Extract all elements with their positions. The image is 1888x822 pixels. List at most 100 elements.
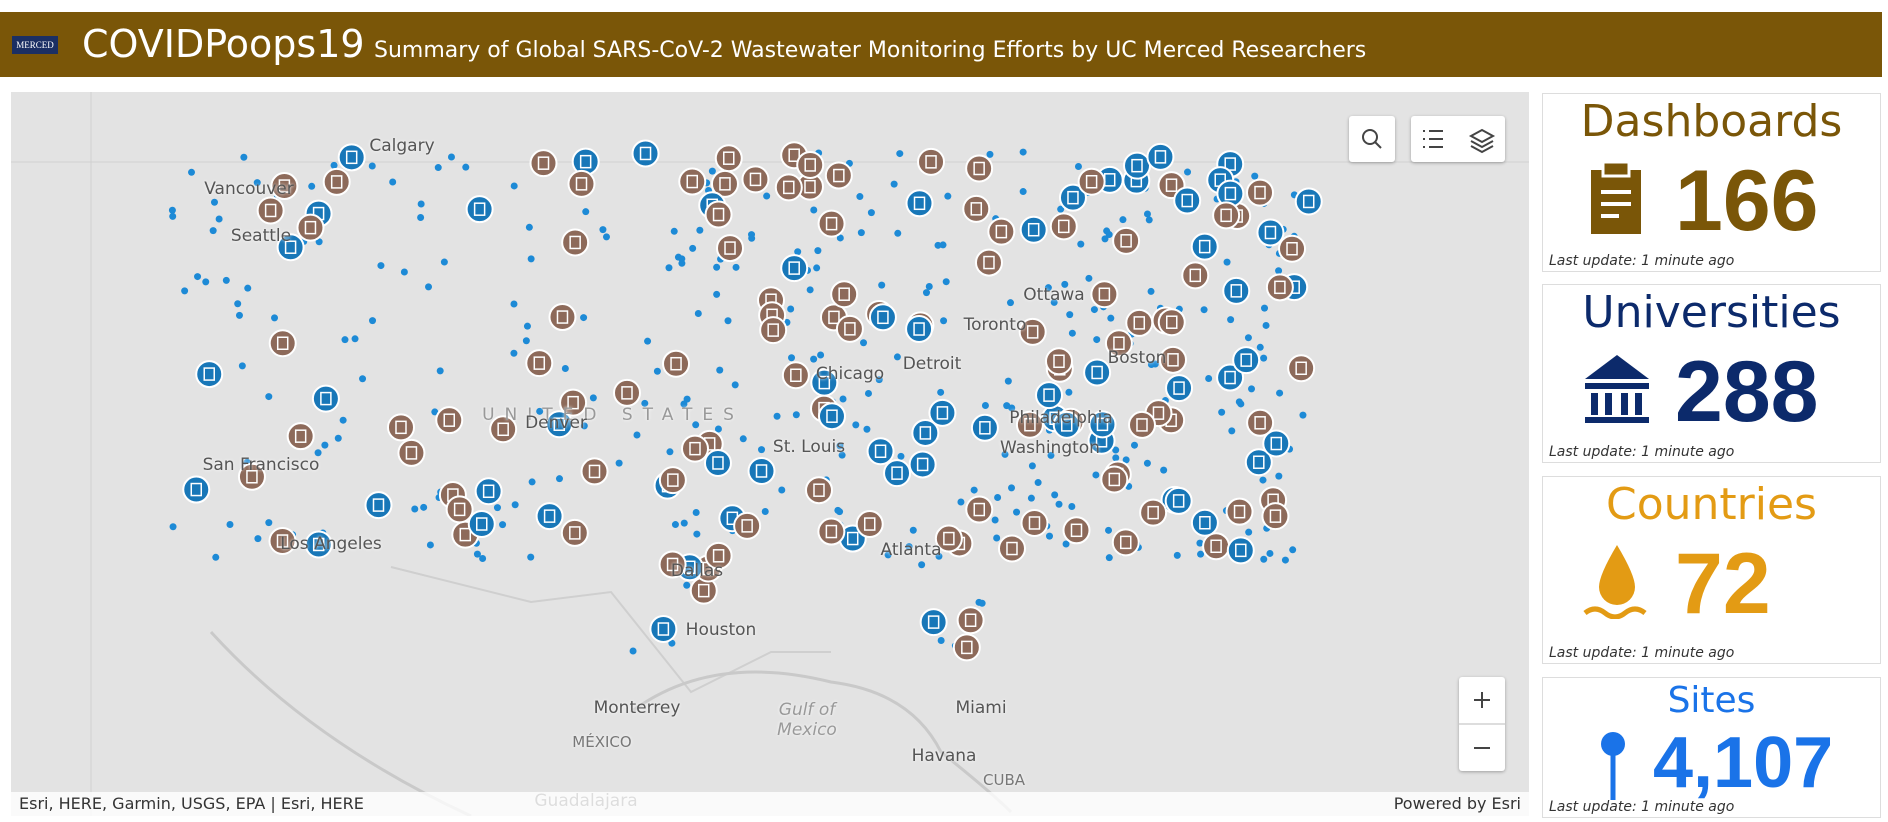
marker-icon	[569, 526, 581, 540]
site-dot	[1028, 462, 1036, 470]
marker-icon	[749, 172, 762, 187]
marker-icon	[453, 502, 466, 517]
site-dot	[523, 322, 531, 330]
university-marker	[1088, 410, 1117, 439]
site-dot	[440, 258, 448, 266]
site-dot	[1228, 427, 1236, 435]
site-dot	[527, 553, 535, 561]
site-dot	[836, 442, 844, 450]
map[interactable]: Calgary Vancouver Seattle UNITED STATES Denv…	[11, 92, 1529, 816]
site-dot	[810, 206, 818, 214]
site-dot	[986, 150, 994, 158]
site-dot	[1173, 551, 1181, 559]
attribution-bar: Esri, HERE, Garmin, USGS, EPA | Esri, HE…	[11, 792, 1529, 816]
site-dot	[434, 164, 442, 172]
dashboard-marker	[1225, 497, 1254, 526]
marker-icon	[1189, 268, 1202, 283]
dashboard-marker	[965, 495, 994, 524]
marker-icon	[838, 287, 850, 301]
map-label: Toronto	[963, 315, 1027, 335]
site-dot	[939, 241, 947, 249]
university-marker	[703, 448, 732, 477]
site-dot	[1105, 526, 1113, 534]
site-dot	[1085, 274, 1093, 282]
dashboard-marker	[1212, 201, 1241, 230]
marker-icon	[913, 196, 926, 211]
marker-icon	[927, 615, 940, 629]
map-label: San Francisco	[202, 455, 320, 475]
site-dot	[778, 486, 786, 494]
site-dot	[653, 367, 661, 375]
site-dot	[878, 281, 886, 289]
marker-icon	[1230, 284, 1243, 298]
dashboard-marker	[704, 200, 733, 229]
dashboard-marker	[658, 550, 687, 579]
marker-icon	[723, 151, 735, 165]
marker-icon	[567, 395, 579, 410]
site-dot	[1256, 343, 1264, 351]
site-dot	[852, 421, 860, 429]
site-dot	[813, 264, 821, 272]
marker-icon	[278, 179, 291, 193]
dashboard-marker	[270, 172, 299, 201]
site-dot	[254, 535, 262, 543]
dashboard-marker	[1127, 410, 1156, 439]
marker-icon	[569, 235, 581, 250]
dashboard-marker	[1104, 329, 1133, 358]
university-marker	[195, 360, 224, 389]
university-marker	[1123, 151, 1152, 180]
marker-icon	[294, 429, 307, 443]
marker-icon	[621, 386, 633, 400]
dashboard-marker	[1202, 532, 1231, 561]
dashboard-marker	[830, 280, 859, 309]
site-dot	[253, 179, 261, 187]
marker-icon	[312, 537, 325, 552]
list-icon[interactable]	[1411, 116, 1505, 162]
site-dot	[244, 284, 252, 292]
dashboard-marker	[1139, 498, 1168, 527]
site-dot	[1119, 216, 1127, 224]
marker-icon	[1295, 361, 1307, 376]
dashboard-marker	[716, 234, 745, 263]
site-dot	[447, 153, 455, 161]
dashboard-marker	[613, 378, 642, 407]
site-dot	[944, 192, 952, 200]
site-dot	[758, 446, 766, 454]
site-dot	[1019, 148, 1027, 156]
university-marker	[1083, 358, 1112, 387]
university-marker	[1262, 429, 1291, 458]
site-dot	[411, 505, 419, 513]
last-update: Last update: 1 minute ago	[1549, 253, 1735, 269]
marker-icon	[1220, 208, 1232, 223]
site-dot	[981, 402, 989, 410]
site-dot	[644, 337, 652, 345]
site-dot	[510, 349, 518, 357]
site-dot	[1057, 205, 1065, 213]
site-dot	[1112, 446, 1120, 454]
site-dot	[334, 434, 342, 442]
site-dot	[994, 493, 1002, 501]
marker-icon	[1120, 234, 1132, 248]
map-label: Denver	[525, 413, 587, 433]
dashboard-marker	[1111, 528, 1140, 557]
marker-icon	[533, 356, 546, 370]
site-dot	[665, 264, 673, 272]
dashboard-marker	[796, 150, 825, 179]
marker-icon	[1006, 541, 1018, 556]
dashboard-marker	[759, 316, 788, 345]
marker-icon	[698, 583, 710, 598]
marker-icon	[844, 322, 856, 336]
site-dot	[1260, 354, 1268, 362]
university-marker	[919, 608, 948, 637]
powered-by[interactable]: Powered by Esri	[1393, 794, 1521, 813]
site-dot	[1093, 336, 1101, 344]
site-dot	[716, 366, 724, 374]
university-marker	[1190, 232, 1219, 261]
marker-icon	[1060, 418, 1073, 432]
site-dot	[265, 393, 273, 401]
marker-icon	[657, 622, 670, 636]
site-dot	[1281, 556, 1289, 564]
search-button[interactable]	[1349, 116, 1395, 162]
dashboard-marker	[1015, 410, 1044, 439]
university-marker	[1216, 363, 1245, 392]
